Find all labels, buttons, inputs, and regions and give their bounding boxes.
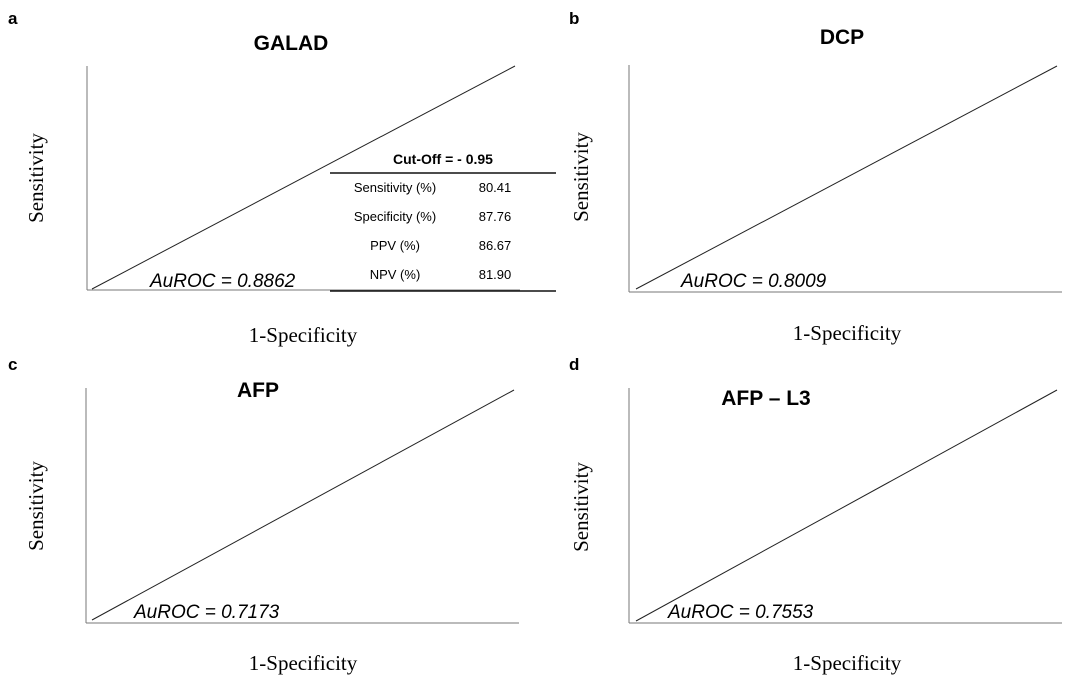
panel-a-auroc-annotation: AuROC = 0.8862 — [149, 271, 296, 292]
panel-a: a GALAD 1-Specificity Sensitivity AuROC … — [8, 9, 556, 347]
panel-d-letter: d — [569, 355, 579, 374]
panel-b-reference-line — [635, 65, 1058, 290]
panel-c-y-axis-label: Sensitivity — [24, 461, 48, 551]
panel-d-y-axis-label: Sensitivity — [569, 462, 593, 552]
panel-b-letter: b — [569, 9, 579, 28]
cutoff-row-label: NPV (%) — [370, 267, 421, 282]
cutoff-row-label: PPV (%) — [370, 238, 420, 253]
panel-c-reference-line — [91, 389, 515, 621]
panel-c-x-axis-label: 1-Specificity — [249, 651, 358, 675]
cutoff-table-header: Cut-Off = - 0.95 — [393, 151, 493, 167]
panel-b-y-axis-label: Sensitivity — [569, 132, 593, 222]
cutoff-row-value: 86.67 — [479, 238, 512, 253]
panel-a-y-axis-label: Sensitivity — [24, 133, 48, 223]
panel-c-auroc-annotation: AuROC = 0.7173 — [133, 602, 280, 623]
panel-d-title: AFP – L3 — [721, 387, 810, 410]
panel-d-x-axis-label: 1-Specificity — [793, 651, 902, 675]
panel-b-title: DCP — [820, 26, 864, 49]
panel-c-title: AFP — [237, 379, 279, 402]
cutoff-row-value: 87.76 — [479, 209, 512, 224]
cutoff-row-value: 80.41 — [479, 180, 512, 195]
cutoff-row-label: Sensitivity (%) — [354, 180, 436, 195]
panel-d-reference-line — [635, 389, 1058, 622]
panel-b: b DCP 1-Specificity Sensitivity AuROC = … — [569, 9, 1062, 345]
panel-c-letter: c — [8, 355, 17, 374]
panel-b-x-axis-label: 1-Specificity — [793, 321, 902, 345]
panel-c: c AFP 1-Specificity Sensitivity AuROC = … — [8, 355, 519, 675]
panel-a-x-axis-label: 1-Specificity — [249, 323, 358, 347]
panel-d: d AFP – L3 1-Specificity Sensitivity AuR… — [569, 355, 1062, 675]
cutoff-row-value: 81.90 — [479, 267, 512, 282]
cutoff-table: Cut-Off = - 0.95 Sensitivity (%) 80.41 S… — [330, 151, 556, 292]
cutoff-row-label: Specificity (%) — [354, 209, 436, 224]
panel-d-auroc-annotation: AuROC = 0.7553 — [667, 602, 814, 623]
panel-a-reference-line — [91, 65, 516, 290]
panel-a-title: GALAD — [254, 32, 329, 55]
panel-b-auroc-annotation: AuROC = 0.8009 — [680, 271, 827, 292]
panel-a-letter: a — [8, 9, 18, 28]
